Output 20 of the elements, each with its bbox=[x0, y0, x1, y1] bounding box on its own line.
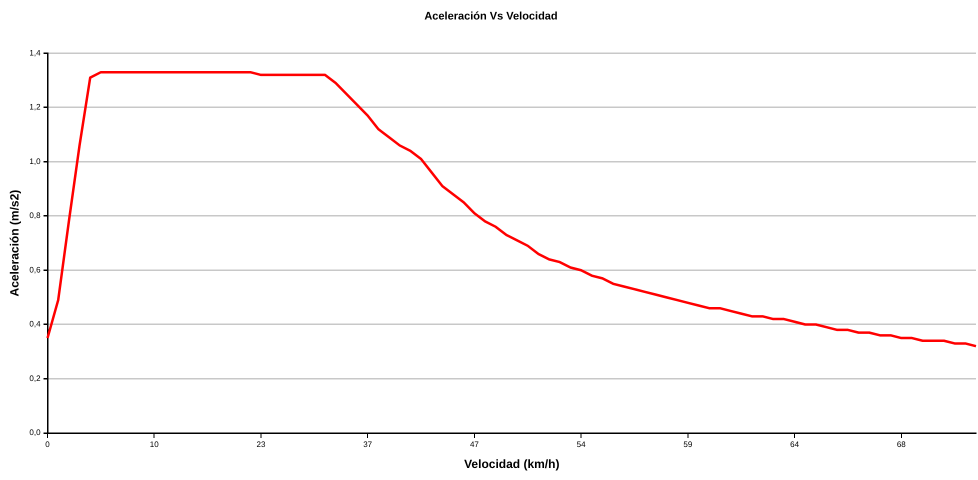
x-tick-label: 54 bbox=[576, 440, 586, 450]
x-tick-label: 68 bbox=[896, 440, 906, 450]
chart-title: Aceleración Vs Velocidad bbox=[424, 10, 558, 23]
x-axis-title: Velocidad (km/h) bbox=[464, 457, 560, 472]
y-axis-title: Aceleración (m/s2) bbox=[8, 190, 22, 296]
x-tick-label: 0 bbox=[45, 440, 50, 450]
y-tick-label: 0,2 bbox=[29, 374, 42, 383]
y-tick-label: 0,4 bbox=[29, 320, 42, 329]
x-tick-label: 10 bbox=[150, 440, 160, 450]
x-tick-label: 23 bbox=[256, 440, 266, 450]
y-tick-label: 1,0 bbox=[29, 156, 42, 166]
y-tick-label: 0,0 bbox=[29, 428, 42, 438]
y-tick-label: 0,6 bbox=[29, 265, 42, 274]
x-tick-label: 47 bbox=[470, 440, 480, 450]
y-tick-label: 1,2 bbox=[29, 102, 42, 112]
x-tick-label: 64 bbox=[790, 440, 800, 450]
y-tick-label: 1,4 bbox=[29, 48, 42, 58]
x-tick-label: 37 bbox=[363, 440, 373, 450]
y-tick-label: 0,8 bbox=[29, 211, 42, 220]
x-tick-label: 59 bbox=[683, 440, 693, 450]
